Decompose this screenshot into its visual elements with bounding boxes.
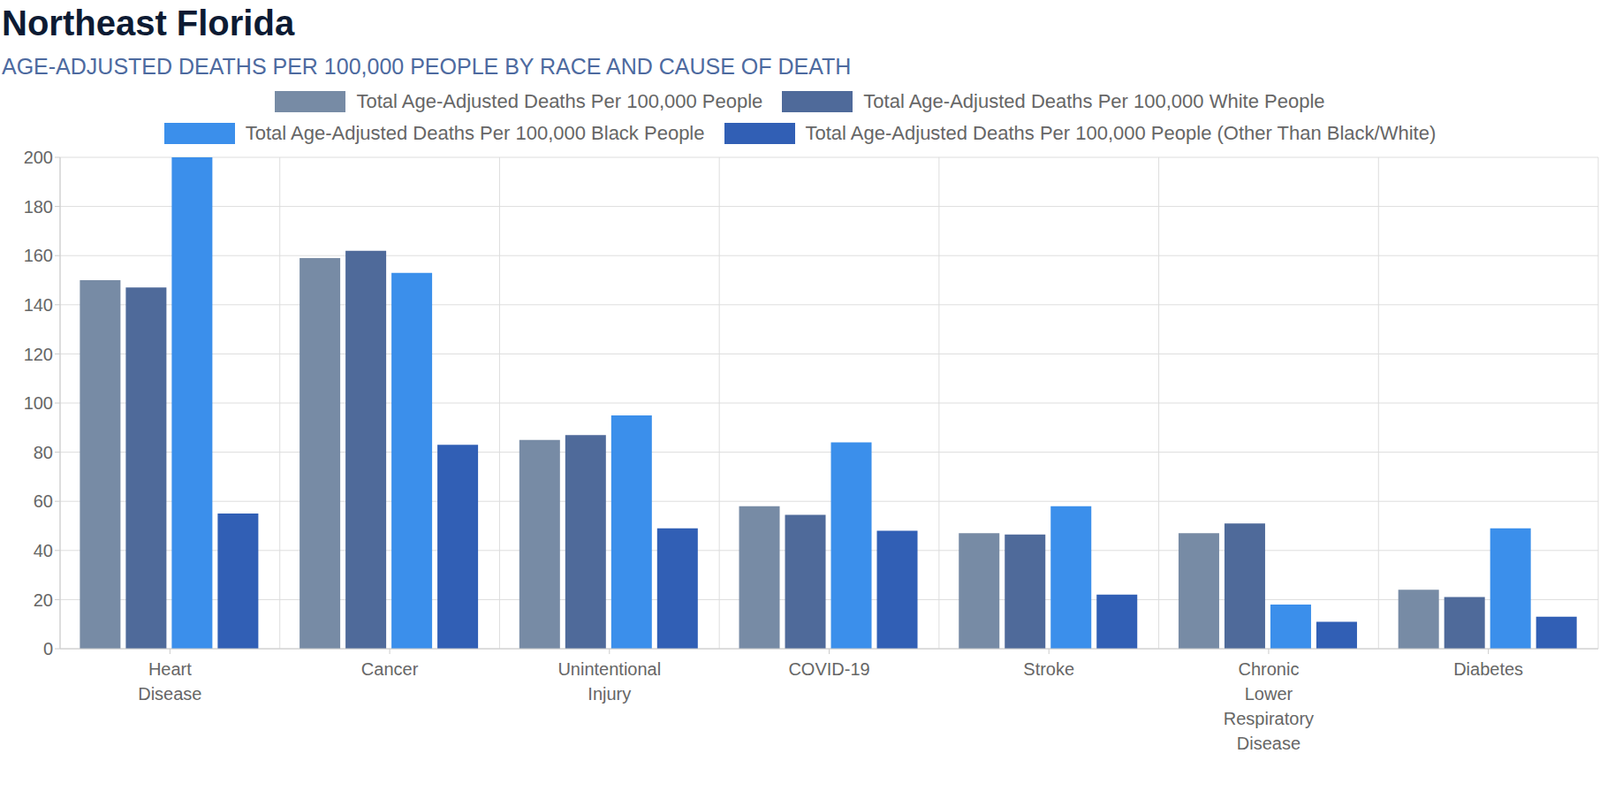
html-text:Total Age-Adjusted Deaths Per: Total Age-Adjusted Deaths Per 100,000 Pe…: [805, 121, 1436, 145]
html-text:Total Age-Adjusted Deaths Per: Total Age-Adjusted Deaths Per 100,000 Wh…: [863, 90, 1325, 113]
svg-text:140: 140: [23, 295, 54, 315]
svg-text:0: 0: [43, 638, 54, 659]
svg-text:100: 100: [23, 393, 54, 413]
svg-text:160: 160: [23, 245, 54, 266]
svg-text:180: 180: [23, 197, 54, 217]
svg-text:HeartDisease: HeartDisease: [137, 659, 202, 704]
svg-text:80: 80: [33, 442, 54, 463]
html-text:AGE-ADJUSTED DEATHS PER 100,00: AGE-ADJUSTED DEATHS PER 100,000 PEOPLE B…: [1, 53, 852, 79]
svg-text:UnintentionalInjury: UnintentionalInjury: [557, 659, 661, 704]
svg-text:ChronicLowerRespiratoryDisease: ChronicLowerRespiratoryDisease: [1223, 659, 1314, 753]
svg-text:Stroke: Stroke: [1023, 659, 1075, 679]
svg-text:40: 40: [33, 540, 54, 561]
svg-text:200: 200: [23, 147, 54, 167]
html-text:Total Age-Adjusted Deaths Per: Total Age-Adjusted Deaths Per 100,000 Pe…: [356, 90, 763, 113]
svg-text:COVID-19: COVID-19: [788, 659, 870, 679]
html-text:Northeast Florida: Northeast Florida: [1, 3, 295, 43]
svg-text:Diabetes: Diabetes: [1453, 659, 1524, 679]
svg-text:60: 60: [33, 491, 54, 511]
svg-text:Cancer: Cancer: [361, 659, 419, 679]
html-text:Total Age-Adjusted Deaths Per: Total Age-Adjusted Deaths Per 100,000 Bl…: [245, 121, 705, 145]
svg-text:20: 20: [33, 590, 54, 610]
svg-text:120: 120: [23, 344, 54, 364]
